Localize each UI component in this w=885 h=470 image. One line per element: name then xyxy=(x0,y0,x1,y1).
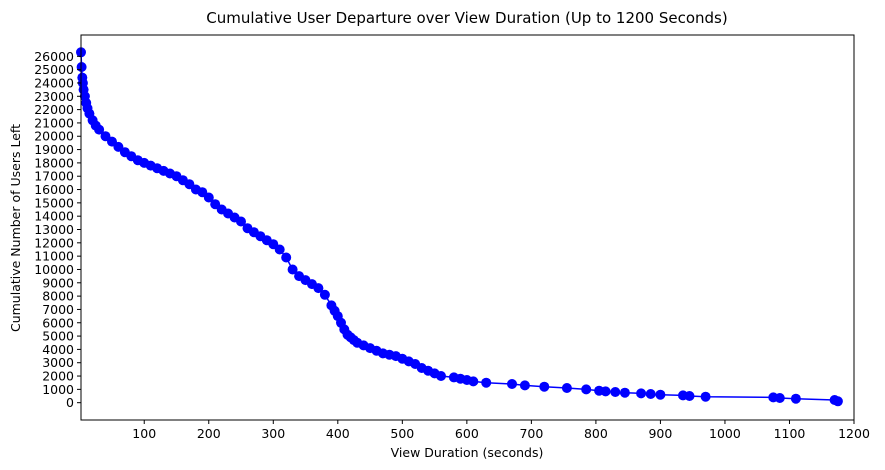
data-point xyxy=(287,264,298,275)
data-point xyxy=(507,379,517,389)
y-tick-label: 10000 xyxy=(34,262,74,277)
y-tick-label: 14000 xyxy=(34,209,74,224)
x-tick-label: 800 xyxy=(584,426,608,441)
y-tick-label: 0 xyxy=(66,395,74,410)
x-tick-label: 500 xyxy=(390,426,414,441)
y-tick-label: 23000 xyxy=(34,89,74,104)
y-tick-label: 3000 xyxy=(42,355,74,370)
data-point xyxy=(636,388,647,399)
y-tick-label: 9000 xyxy=(42,275,74,290)
x-tick-label: 1000 xyxy=(709,426,741,441)
y-tick-label: 11000 xyxy=(34,249,74,264)
y-tick-label: 22000 xyxy=(34,102,74,117)
x-tick-label: 300 xyxy=(261,426,285,441)
data-point xyxy=(790,393,801,404)
data-point xyxy=(645,389,656,399)
data-point xyxy=(655,389,666,400)
y-tick-label: 13000 xyxy=(34,222,74,237)
y-tick-label: 5000 xyxy=(42,329,74,344)
x-tick-label: 600 xyxy=(455,426,479,441)
x-tick-label: 100 xyxy=(132,426,156,441)
data-point xyxy=(610,387,621,397)
data-point xyxy=(539,381,550,392)
y-tick-label: 2000 xyxy=(42,369,74,384)
y-tick-label: 24000 xyxy=(34,75,74,90)
y-axis-label: Cumulative Number of Users Left xyxy=(8,124,23,332)
data-point xyxy=(281,252,292,263)
x-tick-label: 400 xyxy=(326,426,350,441)
y-tick-label: 15000 xyxy=(34,195,74,210)
chart-title: Cumulative User Departure over View Dura… xyxy=(206,9,727,27)
data-point xyxy=(619,387,630,398)
data-point xyxy=(313,283,324,294)
data-point xyxy=(700,391,711,402)
y-tick-label: 18000 xyxy=(34,155,74,170)
data-point xyxy=(203,192,214,203)
y-tick-label: 25000 xyxy=(34,62,74,77)
data-point xyxy=(274,244,285,255)
data-point xyxy=(684,391,695,401)
y-tick-label: 20000 xyxy=(34,129,74,144)
plot-content xyxy=(76,47,843,407)
y-tick-label: 17000 xyxy=(34,169,74,184)
data-point xyxy=(76,62,87,72)
y-tick-label: 26000 xyxy=(34,49,74,64)
y-tick-label: 7000 xyxy=(42,302,74,317)
data-point xyxy=(581,384,592,395)
x-tick-label: 700 xyxy=(519,426,543,441)
x-tick-label: 200 xyxy=(197,426,221,441)
data-point xyxy=(319,289,330,300)
x-tick-label: 900 xyxy=(648,426,672,441)
data-point xyxy=(561,383,572,393)
series-line xyxy=(80,52,839,402)
x-tick-label: 1100 xyxy=(774,426,806,441)
data-point xyxy=(436,371,446,381)
y-tick-label: 12000 xyxy=(34,235,74,250)
data-point xyxy=(236,216,246,227)
plot-frame xyxy=(80,34,855,421)
data-point xyxy=(481,377,492,388)
y-tick-label: 1000 xyxy=(42,382,74,397)
data-point xyxy=(600,386,611,397)
y-tick-label: 21000 xyxy=(34,115,74,130)
data-point xyxy=(94,124,105,135)
data-point xyxy=(832,396,843,407)
x-tick-label: 1200 xyxy=(838,426,870,441)
y-axis: 0100020003000400050006000700080009000100… xyxy=(34,49,81,410)
data-point xyxy=(468,376,479,387)
y-tick-label: 16000 xyxy=(34,182,74,197)
y-tick-label: 19000 xyxy=(34,142,74,157)
y-tick-label: 8000 xyxy=(42,289,74,304)
y-tick-label: 4000 xyxy=(42,342,74,357)
x-axis-label: View Duration (seconds) xyxy=(391,445,544,460)
y-tick-label: 6000 xyxy=(42,315,74,330)
data-point xyxy=(774,393,785,403)
x-axis: 100 200 300 400 500 600 700 800 900 1000 1100 1200 xyxy=(132,420,870,441)
data-point xyxy=(519,380,530,391)
